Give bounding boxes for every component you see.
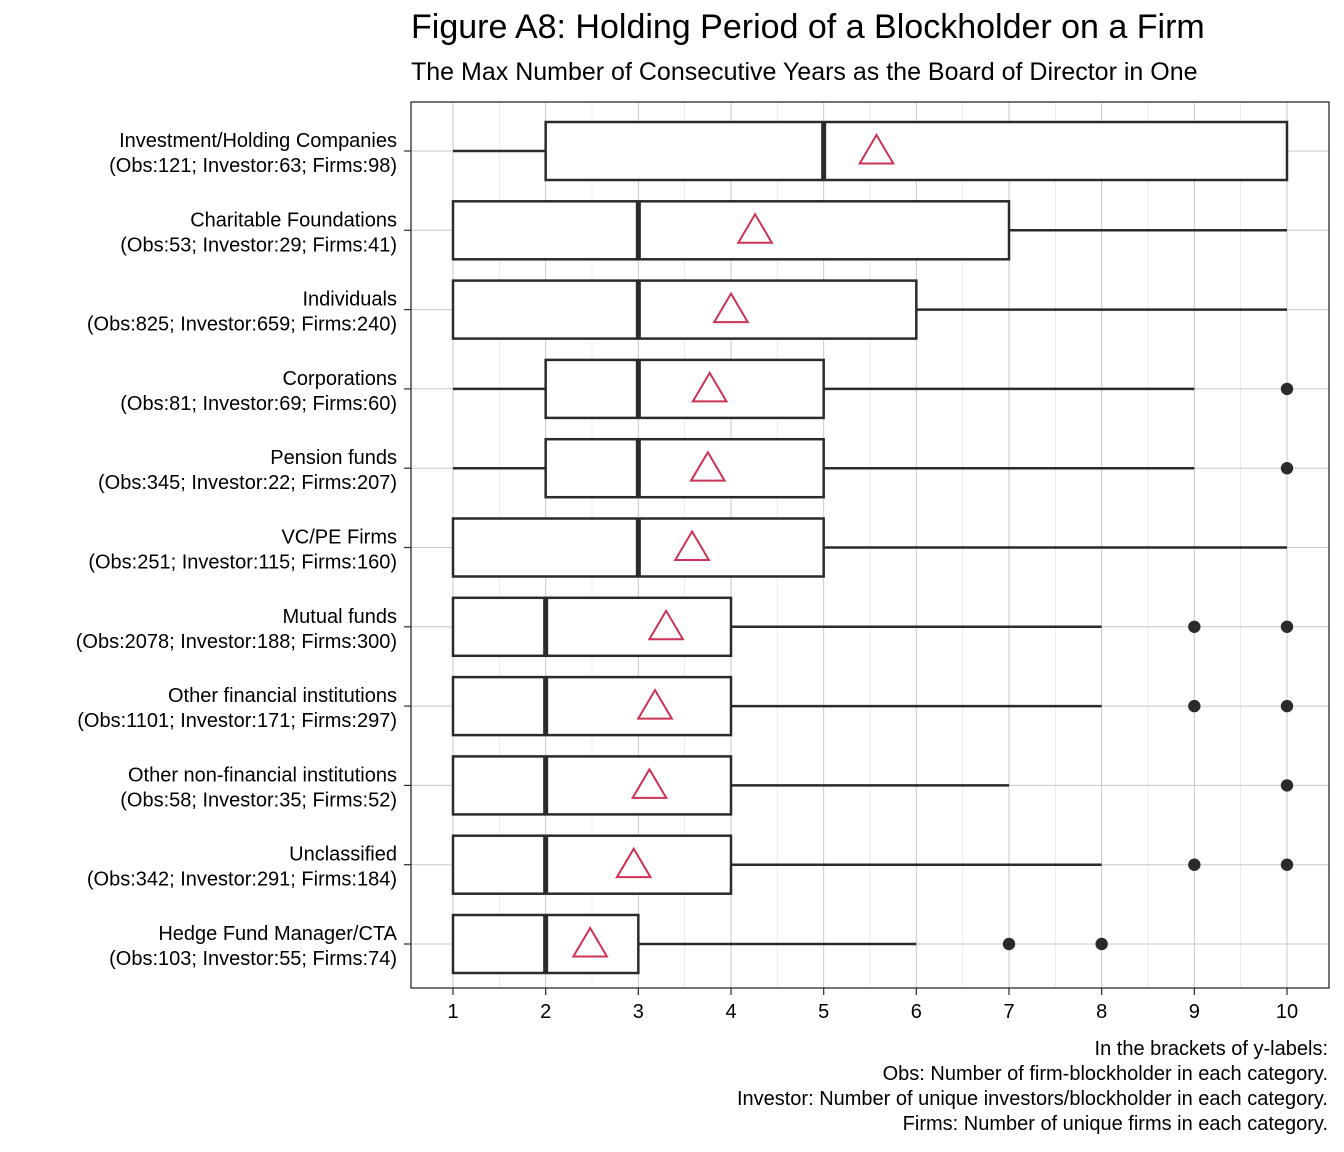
x-tick-label: 2: [540, 1001, 551, 1023]
outlier-point: [1188, 858, 1201, 871]
outlier-point: [1280, 620, 1294, 633]
mean-marker: [571, 926, 609, 958]
y-label-category: Corporations: [282, 368, 397, 390]
mean-marker: [857, 133, 896, 165]
box-group: [451, 755, 1294, 816]
iqr-box: [451, 200, 1011, 261]
y-label-counts: (Obs:58; Investor:35; Firms:52): [120, 789, 397, 811]
y-label-category: Individuals: [302, 289, 397, 311]
y-label-category: Pension funds: [270, 447, 397, 469]
x-tick-label: 10: [1276, 1001, 1298, 1023]
outlier-point: [1188, 699, 1201, 713]
mean-marker: [630, 767, 669, 799]
mean-marker: [689, 450, 727, 482]
box-group: [453, 358, 1294, 420]
outlier-point: [1280, 779, 1294, 792]
caption-line-2: Obs: Number of firm-blockholder in each …: [882, 1063, 1328, 1085]
plot-frame: [410, 101, 1330, 989]
iqr-box: [544, 358, 825, 420]
mean-marker: [712, 291, 750, 324]
box-group: [453, 437, 1294, 499]
outlier-point: [1280, 858, 1294, 871]
y-label-category: Mutual funds: [282, 606, 397, 628]
y-label-category: Unclassified: [289, 844, 397, 866]
y-label-category: Other financial institutions: [168, 685, 397, 707]
y-label-counts: (Obs:81; Investor:69; Firms:60): [120, 393, 397, 415]
axis-layer: 1 2 3 4 5 6 7 8 9 10: [447, 988, 1298, 1023]
y-label-category: Investment/Holding Companies: [119, 130, 397, 152]
chart-subtitle: The Max Number of Consecutive Years as t…: [411, 58, 1198, 86]
x-tick-label: 3: [633, 1001, 644, 1023]
y-label-category: Other non-financial institutions: [128, 764, 397, 786]
iqr-box: [451, 755, 733, 816]
iqr-box: [451, 279, 918, 340]
y-label-category: Hedge Fund Manager/CTA: [158, 923, 397, 945]
box-group: [451, 279, 1287, 340]
box-group: [451, 596, 1294, 658]
chart-title: Figure A8: Holding Period of a Blockhold…: [411, 8, 1205, 46]
iqr-box: [451, 675, 733, 737]
box-layer: [451, 120, 1294, 975]
y-label-counts: (Obs:103; Investor:55; Firms:74): [109, 948, 397, 970]
caption-line-3: Investor: Number of unique investors/blo…: [736, 1088, 1328, 1110]
y-label-counts: (Obs:342; Investor:291; Firms:184): [87, 869, 397, 891]
iqr-box: [451, 834, 733, 895]
box-group: [451, 913, 1108, 975]
x-tick-label: 9: [1189, 1001, 1200, 1023]
y-label-counts: (Obs:825; Investor:659; Firms:240): [87, 314, 397, 336]
box-group: [451, 517, 1287, 578]
outlier-point: [1002, 937, 1016, 951]
y-label-counts: (Obs:1101; Investor:171; Firms:297): [77, 710, 397, 732]
y-label-counts: (Obs:251; Investor:115; Firms:160): [88, 552, 397, 574]
mean-marker: [673, 529, 711, 561]
outlier-point: [1280, 699, 1294, 713]
outlier-point: [1280, 382, 1294, 396]
caption-line-4: Firms: Number of unique firms in each ca…: [902, 1113, 1328, 1135]
box-group: [451, 675, 1294, 737]
mean-marker: [636, 688, 674, 720]
y-label-counts: (Obs:121; Investor:63; Firms:98): [109, 155, 397, 177]
box-group: [453, 120, 1289, 182]
mean-marker: [615, 846, 653, 879]
mean-marker: [647, 608, 685, 641]
y-label-counts: (Obs:345; Investor:22; Firms:207): [98, 472, 397, 494]
y-label-counts: (Obs:2078; Investor:188; Firms:300): [76, 631, 397, 653]
outlier-point: [1280, 462, 1294, 475]
y-label-category: Charitable Foundations: [190, 209, 397, 231]
x-tick-label: 8: [1096, 1001, 1107, 1023]
iqr-box: [451, 596, 733, 658]
x-tick-label: 4: [725, 1001, 736, 1023]
y-axis-labels: Investment/Holding Companies (Obs:121; In…: [76, 130, 411, 970]
y-label-counts: (Obs:53; Investor:29; Firms:41): [120, 234, 397, 256]
outlier-point: [1095, 937, 1108, 951]
caption: In the brackets of y-labels: Obs: Number…: [737, 1037, 1328, 1137]
outlier-point: [1188, 620, 1201, 633]
x-tick-label: 7: [1003, 1001, 1014, 1023]
box-group: [451, 834, 1294, 895]
x-tick-label: 1: [447, 1001, 458, 1023]
iqr-box: [544, 437, 825, 499]
caption-line-1: In the brackets of y-labels:: [1094, 1038, 1328, 1060]
mean-marker: [736, 212, 774, 244]
mean-marker: [691, 370, 729, 403]
iqr-box: [544, 120, 1289, 182]
x-tick-label: 6: [911, 1001, 922, 1023]
box-group: [451, 200, 1287, 261]
y-label-category: VC/PE Firms: [281, 527, 397, 549]
x-tick-label: 5: [818, 1001, 829, 1023]
